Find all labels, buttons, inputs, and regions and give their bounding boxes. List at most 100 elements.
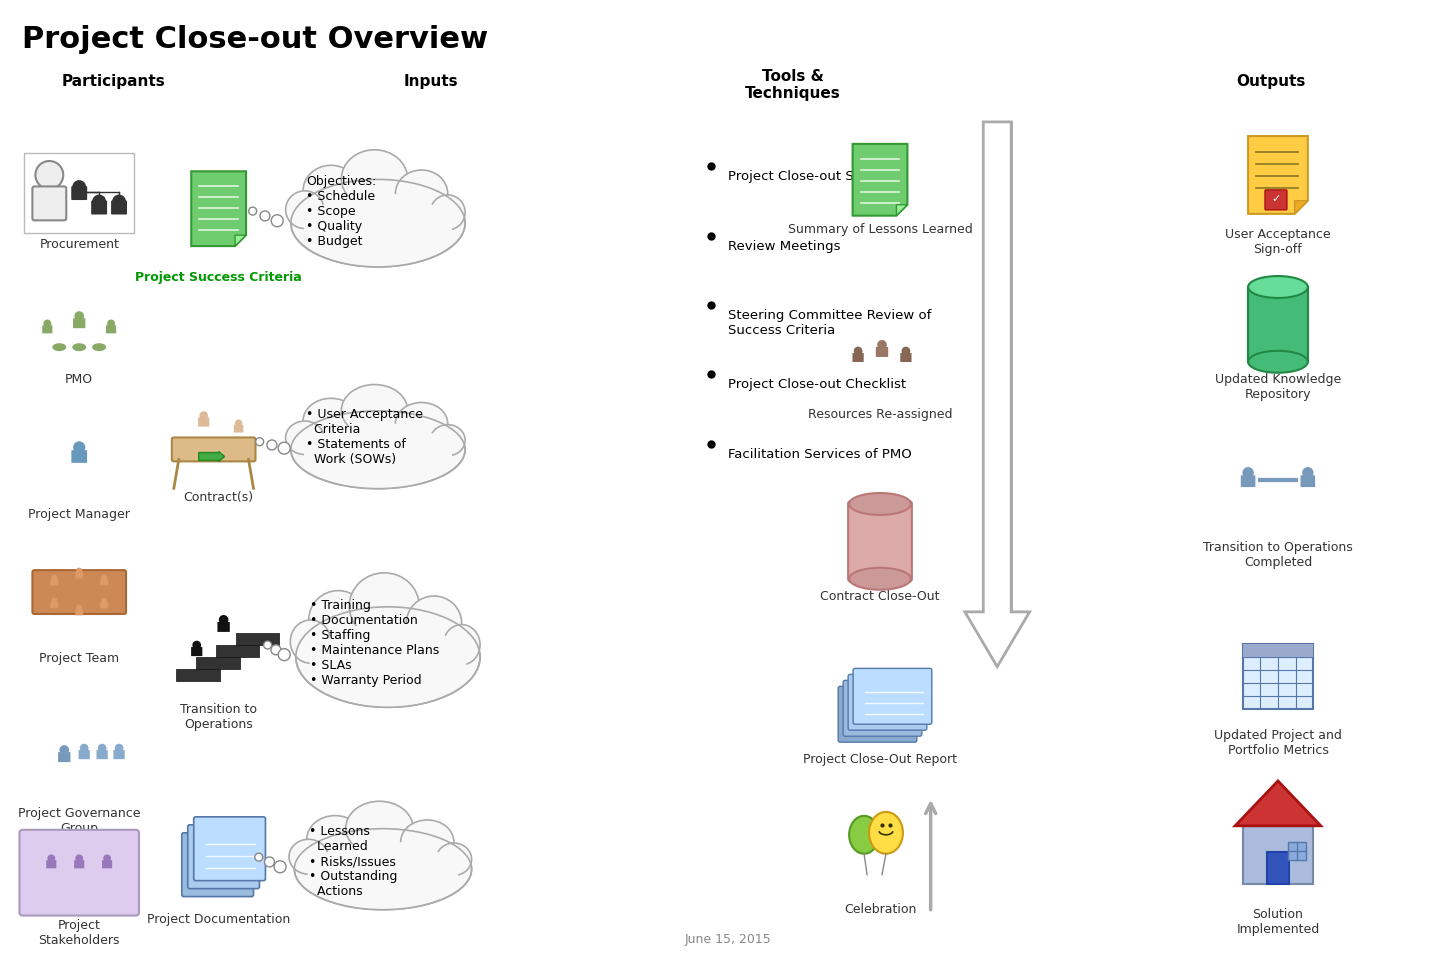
- Ellipse shape: [304, 423, 452, 488]
- Ellipse shape: [286, 190, 324, 228]
- Circle shape: [878, 340, 886, 350]
- FancyBboxPatch shape: [78, 750, 90, 759]
- Circle shape: [1242, 467, 1254, 479]
- FancyBboxPatch shape: [46, 861, 57, 868]
- Ellipse shape: [341, 150, 408, 208]
- Circle shape: [73, 441, 86, 454]
- Text: Resources Re-assigned: Resources Re-assigned: [808, 408, 952, 422]
- Text: Project Close-Out Report: Project Close-Out Report: [804, 753, 958, 767]
- Ellipse shape: [401, 820, 453, 864]
- Text: Procurement: Procurement: [39, 238, 119, 250]
- Circle shape: [102, 598, 108, 603]
- Text: Participants: Participants: [61, 73, 166, 89]
- Circle shape: [254, 853, 263, 862]
- FancyBboxPatch shape: [192, 647, 202, 657]
- Circle shape: [901, 346, 910, 356]
- FancyBboxPatch shape: [102, 861, 112, 868]
- FancyBboxPatch shape: [32, 187, 67, 220]
- Text: • Lessons
  Learned
• Risks/Issues
• Outstanding
  Actions: • Lessons Learned • Risks/Issues • Outst…: [309, 825, 398, 898]
- Text: Summary of Lessons Learned: Summary of Lessons Learned: [788, 223, 972, 236]
- Bar: [984, 122, 1011, 612]
- Ellipse shape: [304, 165, 359, 217]
- Ellipse shape: [849, 816, 879, 854]
- FancyBboxPatch shape: [25, 153, 134, 233]
- Polygon shape: [853, 144, 907, 216]
- FancyBboxPatch shape: [71, 186, 87, 200]
- Ellipse shape: [869, 812, 902, 854]
- Text: Project Manager: Project Manager: [28, 508, 131, 520]
- Bar: [1248, 287, 1308, 362]
- Text: Objectives:
• Schedule
• Scope
• Quality
• Budget: Objectives: • Schedule • Scope • Quality…: [307, 175, 376, 249]
- Ellipse shape: [73, 343, 86, 351]
- Text: Steering Committee Review of
Success Criteria: Steering Committee Review of Success Cri…: [728, 309, 931, 337]
- Circle shape: [73, 180, 86, 194]
- FancyBboxPatch shape: [51, 602, 58, 608]
- Text: Project Success Criteria: Project Success Criteria: [135, 272, 302, 284]
- Ellipse shape: [395, 170, 448, 218]
- Text: Outputs: Outputs: [1237, 73, 1305, 89]
- FancyBboxPatch shape: [853, 353, 863, 362]
- Circle shape: [108, 319, 115, 328]
- Text: Project Documentation: Project Documentation: [147, 913, 291, 925]
- Ellipse shape: [436, 843, 472, 875]
- Circle shape: [97, 744, 106, 752]
- Ellipse shape: [304, 192, 452, 267]
- Circle shape: [74, 311, 84, 321]
- FancyBboxPatch shape: [76, 609, 83, 615]
- Polygon shape: [965, 122, 1030, 666]
- FancyBboxPatch shape: [58, 752, 70, 762]
- Circle shape: [51, 598, 57, 603]
- Text: Project Close-out Overview: Project Close-out Overview: [22, 25, 488, 54]
- Polygon shape: [1248, 136, 1308, 214]
- Ellipse shape: [346, 802, 413, 855]
- Ellipse shape: [349, 572, 420, 639]
- FancyBboxPatch shape: [234, 425, 243, 432]
- Ellipse shape: [295, 829, 472, 910]
- Ellipse shape: [443, 625, 479, 664]
- FancyBboxPatch shape: [92, 200, 108, 215]
- Bar: [1267, 852, 1289, 884]
- Circle shape: [92, 194, 106, 209]
- Circle shape: [103, 855, 110, 863]
- Ellipse shape: [341, 385, 408, 436]
- FancyBboxPatch shape: [73, 318, 86, 328]
- Ellipse shape: [286, 421, 324, 454]
- Circle shape: [270, 645, 280, 655]
- FancyBboxPatch shape: [901, 353, 911, 362]
- Ellipse shape: [430, 425, 465, 455]
- FancyBboxPatch shape: [1266, 190, 1287, 210]
- Polygon shape: [192, 171, 246, 246]
- Text: User Acceptance
Sign-off: User Acceptance Sign-off: [1225, 228, 1331, 256]
- Text: Project
Stakeholders: Project Stakeholders: [38, 920, 121, 948]
- Text: Updated Project and
Portfolio Metrics: Updated Project and Portfolio Metrics: [1215, 729, 1343, 757]
- Ellipse shape: [395, 402, 448, 445]
- Ellipse shape: [309, 623, 466, 707]
- Ellipse shape: [849, 493, 911, 515]
- Circle shape: [267, 440, 278, 450]
- Text: Project Team: Project Team: [39, 652, 119, 665]
- Ellipse shape: [307, 815, 363, 863]
- FancyBboxPatch shape: [187, 825, 260, 889]
- Ellipse shape: [1248, 351, 1308, 372]
- Ellipse shape: [430, 195, 465, 230]
- FancyBboxPatch shape: [182, 833, 253, 896]
- Ellipse shape: [291, 620, 331, 663]
- Circle shape: [102, 574, 108, 581]
- Circle shape: [278, 442, 291, 454]
- FancyBboxPatch shape: [193, 817, 266, 881]
- FancyBboxPatch shape: [849, 501, 912, 582]
- Bar: [1244, 644, 1314, 709]
- Text: • User Acceptance
  Criteria
• Statements of
  Work (SOWs): • User Acceptance Criteria • Statements …: [307, 408, 423, 466]
- FancyBboxPatch shape: [843, 681, 921, 736]
- FancyBboxPatch shape: [71, 451, 87, 463]
- Text: Solution
Implemented: Solution Implemented: [1237, 908, 1319, 936]
- Ellipse shape: [296, 607, 479, 707]
- Circle shape: [264, 857, 275, 867]
- FancyBboxPatch shape: [171, 437, 256, 461]
- Ellipse shape: [1248, 276, 1308, 298]
- Bar: [1287, 841, 1306, 860]
- Circle shape: [219, 615, 228, 625]
- Text: Contract(s): Contract(s): [183, 491, 254, 504]
- FancyBboxPatch shape: [1241, 476, 1255, 487]
- FancyBboxPatch shape: [19, 830, 139, 916]
